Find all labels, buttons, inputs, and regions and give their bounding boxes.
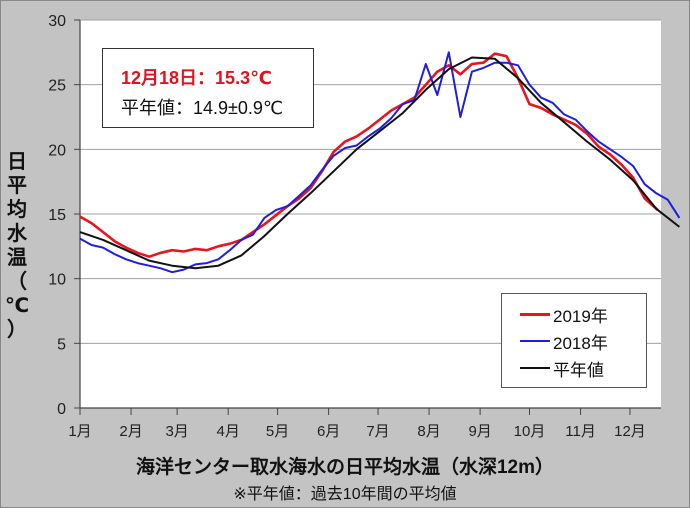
y-tick-label: 10 [48, 272, 66, 289]
axes: 0 5 10 15 20 25 30 1月 2月 3月 4月 5月 6月 7月 8月 9月 10月 11月 12月 [48, 13, 661, 440]
x-tick-label: 11月 [565, 423, 596, 440]
legend-swatch-normal [520, 367, 550, 369]
y-axis-title-char: ℃ [4, 295, 30, 317]
x-tick-label: 7月 [366, 423, 389, 440]
x-tick-label: 8月 [417, 423, 440, 440]
gridlines [80, 19, 661, 344]
series-lines [79, 51, 681, 274]
legend-swatch-2019 [520, 312, 550, 316]
series-line-normal [79, 56, 681, 270]
y-tick-label: 5 [57, 336, 66, 353]
x-axis-title: 海洋センター取水海水の日平均水温（水深12m） [135, 457, 555, 478]
legend-swatch-2018 [520, 340, 550, 342]
legend-label-normal: 平年値 [553, 360, 604, 380]
y-axis-title-char: （ [7, 271, 27, 293]
annotation-normal-temp: 平年値：14.9±0.9℃ [121, 98, 284, 118]
x-tick-label: 2月 [119, 423, 142, 440]
x-tick-label: 9月 [468, 423, 491, 440]
y-tick-label: 20 [48, 142, 66, 159]
legend-item-2019: 2019年 [520, 302, 608, 326]
x-tick-label: 10月 [514, 423, 546, 440]
y-axis-title-char: 水 [7, 223, 27, 245]
legend-label-2019: 2019年 [553, 306, 608, 326]
legend-label-2018: 2018年 [553, 333, 608, 353]
y-axis-title-char: 温 [7, 247, 27, 269]
x-tick-label: 3月 [165, 423, 188, 440]
annotation-current-temp: 12月18日：15.3℃ [121, 68, 272, 88]
y-tick-label: 30 [48, 13, 66, 30]
legend: 2019年 2018年 平年値 [501, 293, 647, 388]
y-tick-label: 0 [57, 401, 66, 418]
y-tick-label: 15 [48, 207, 66, 224]
y-axis-title-char: 平 [7, 175, 27, 197]
x-tick-label: 4月 [217, 423, 240, 440]
y-axis-title: 日平均水温（℃） [4, 150, 30, 342]
series-line-2018 [79, 51, 681, 274]
y-axis-title-char: 日 [7, 151, 27, 173]
footnote: ※平年値：過去10年間の平均値 [233, 486, 457, 503]
x-tick-label: 1月 [68, 423, 91, 440]
legend-item-2018: 2018年 [520, 329, 608, 353]
y-axis-title-char: ） [7, 319, 27, 341]
annotation-box: 12月18日：15.3℃ 平年値：14.9±0.9℃ [102, 48, 314, 128]
x-tick-label: 6月 [317, 423, 340, 440]
x-tick-label: 5月 [266, 423, 289, 440]
x-tick-label: 12月 [614, 423, 646, 440]
legend-item-normal: 平年値 [520, 356, 604, 380]
y-axis-title-char: 均 [7, 199, 27, 221]
y-tick-label: 25 [48, 78, 66, 95]
